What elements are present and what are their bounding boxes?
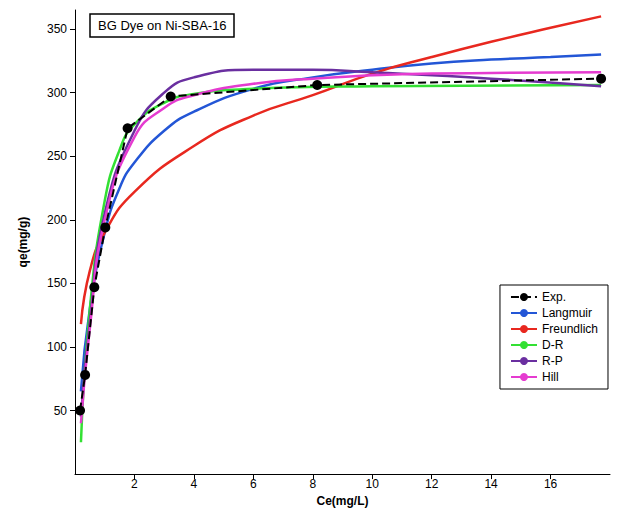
svg-text:10: 10 [366, 477, 380, 491]
svg-text:8: 8 [309, 477, 316, 491]
svg-text:4: 4 [191, 477, 198, 491]
svg-text:Exp.: Exp. [542, 290, 566, 304]
svg-text:14: 14 [484, 477, 498, 491]
svg-text:16: 16 [544, 477, 558, 491]
svg-text:150: 150 [47, 276, 67, 290]
svg-text:BG Dye on Ni-SBA-16: BG Dye on Ni-SBA-16 [98, 18, 227, 33]
svg-text:250: 250 [47, 149, 67, 163]
svg-text:200: 200 [47, 213, 67, 227]
svg-text:Langmuir: Langmuir [542, 306, 592, 320]
svg-text:Hill: Hill [542, 370, 559, 384]
svg-text:2: 2 [131, 477, 138, 491]
svg-text:300: 300 [47, 86, 67, 100]
svg-text:350: 350 [47, 22, 67, 36]
svg-text:Ce(mg/L): Ce(mg/L) [317, 494, 369, 508]
svg-text:R-P: R-P [542, 354, 563, 368]
svg-text:Freundlich: Freundlich [542, 322, 598, 336]
svg-text:D-R: D-R [542, 338, 564, 352]
svg-text:100: 100 [47, 340, 67, 354]
svg-text:qe(mg/g): qe(mg/g) [16, 217, 30, 268]
svg-text:12: 12 [425, 477, 439, 491]
svg-text:6: 6 [250, 477, 257, 491]
svg-text:50: 50 [54, 404, 68, 418]
